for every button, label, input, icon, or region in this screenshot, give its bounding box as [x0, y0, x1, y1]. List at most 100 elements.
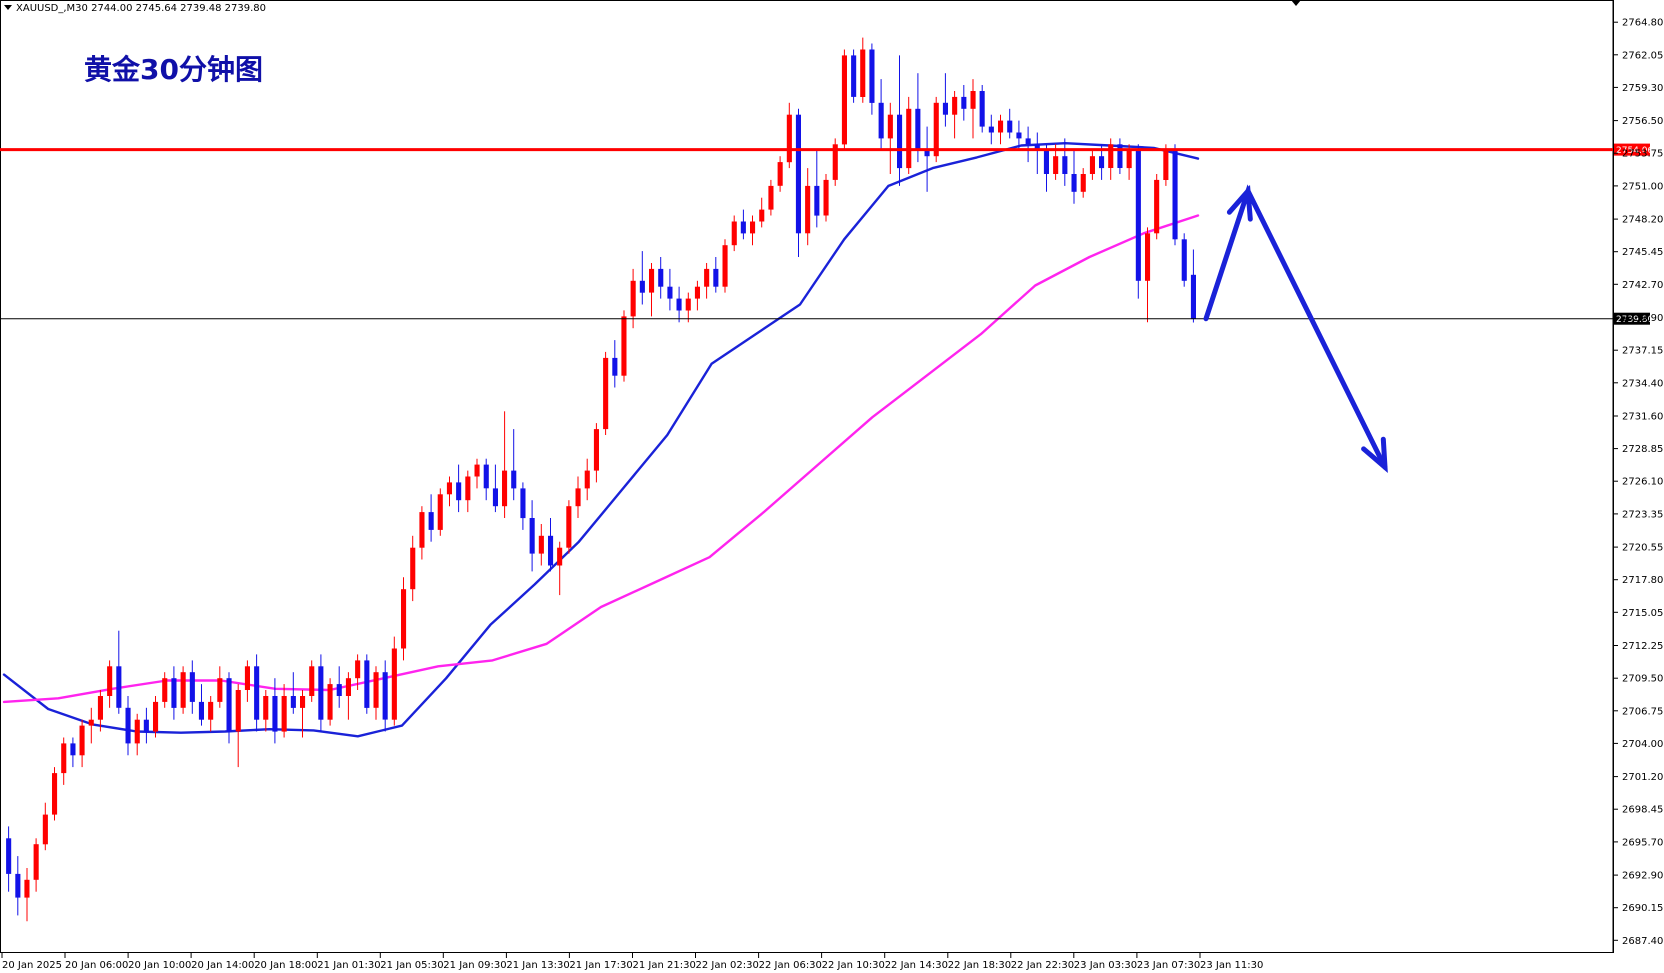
y-tick-label: 2753.75 [1622, 149, 1663, 160]
candle-body [1190, 274, 1196, 319]
candle-body [805, 185, 811, 234]
candle-body [649, 268, 655, 293]
candle-body [180, 672, 186, 708]
symbol-triangle-icon [4, 5, 12, 10]
candle [1025, 126, 1031, 163]
candle [88, 707, 94, 744]
candle [841, 49, 847, 151]
candle [750, 215, 756, 246]
candle [345, 672, 351, 720]
candle [740, 209, 746, 240]
candle [759, 197, 765, 228]
candle [869, 43, 875, 115]
y-tick-label: 2726.10 [1622, 477, 1663, 488]
price-level-tag: 2754.06 [1614, 143, 1653, 156]
candle-body [988, 126, 994, 133]
candle-body [244, 666, 250, 690]
candle [171, 666, 177, 720]
candle [970, 79, 976, 139]
candle [391, 636, 397, 726]
x-tick-label: 21 Jan 13:30 [506, 960, 569, 971]
candle [502, 411, 508, 518]
candle-body [263, 696, 269, 720]
y-tick-label: 2709.50 [1622, 674, 1663, 685]
x-tick-label: 20 Jan 14:00 [191, 960, 254, 971]
candle [548, 518, 554, 572]
candle-body [474, 464, 480, 477]
candle [998, 114, 1004, 145]
candle-body [1071, 174, 1077, 192]
forecast-arrow-path [1203, 184, 1388, 470]
candle [456, 464, 462, 513]
candle [1135, 144, 1141, 299]
x-tick-label: 22 Jan 10:30 [822, 960, 885, 971]
x-tick-label: 21 Jan 17:30 [569, 960, 632, 971]
y-tick-label: 2698.45 [1622, 805, 1663, 816]
candle-body [1025, 138, 1031, 145]
y-tick-label: 2734.40 [1622, 378, 1663, 389]
candle-body [593, 429, 599, 471]
x-tick-label: 21 Jan 21:30 [633, 960, 696, 971]
candle [915, 73, 921, 163]
candle-body [446, 482, 452, 495]
candle-body [1099, 156, 1105, 169]
candle [373, 666, 379, 720]
candle [189, 660, 195, 714]
x-tick-label: 20 Jan 18:00 [254, 960, 317, 971]
y-tick-label: 2728.85 [1622, 444, 1663, 455]
candle-body [189, 672, 195, 702]
y-tick-label: 2762.05 [1622, 50, 1663, 61]
candle [1154, 174, 1160, 240]
candle [897, 55, 903, 186]
candle [153, 696, 159, 738]
candle [1034, 132, 1040, 174]
candle-body [373, 672, 379, 708]
candle-body [107, 666, 113, 696]
candle [318, 654, 324, 732]
candle [529, 500, 535, 572]
candle [1145, 227, 1151, 323]
y-tick-label: 2748.20 [1622, 215, 1663, 226]
candle [777, 156, 783, 192]
candle-body [208, 701, 214, 720]
candle-body [364, 660, 370, 708]
candle [979, 85, 985, 133]
arrow-head-up-icon [1226, 184, 1253, 222]
candle [465, 470, 471, 513]
y-tick-label: 2717.80 [1622, 575, 1663, 586]
candle [1089, 150, 1095, 180]
price-level-tag-label: 2754.06 [1616, 146, 1653, 156]
candle [254, 654, 260, 732]
x-tick-label: 20 Jan 10:00 [128, 960, 191, 971]
candle-body [832, 144, 838, 180]
candle [483, 458, 489, 501]
x-tick-label: 22 Jan 02:30 [696, 960, 759, 971]
candle-body [777, 162, 783, 186]
candle [61, 737, 67, 785]
candle [1071, 150, 1077, 204]
x-tick-label: 21 Jan 09:30 [443, 960, 506, 971]
candle [621, 310, 627, 382]
candle-body [612, 357, 618, 376]
candle-body [1108, 144, 1114, 168]
candle-body [52, 773, 58, 815]
candle-body [437, 494, 443, 530]
candle-body [492, 488, 498, 507]
moving-averages [2, 141, 1200, 738]
candle [492, 464, 498, 513]
candle [116, 630, 122, 714]
candle-body [1080, 174, 1086, 192]
candle-body [465, 476, 471, 501]
x-tick-label: 22 Jan 22:30 [1011, 960, 1074, 971]
candle [593, 423, 599, 483]
y-tick-label: 2704.00 [1622, 739, 1663, 750]
candle-body [915, 108, 921, 151]
candle-body [603, 357, 609, 430]
candle-body [639, 280, 645, 293]
candle [410, 535, 416, 602]
candle-body [933, 102, 939, 157]
chart-shift-marker-icon[interactable] [1291, 0, 1301, 6]
candle-body [355, 660, 361, 679]
candle [401, 577, 407, 661]
candle-body [33, 844, 39, 880]
